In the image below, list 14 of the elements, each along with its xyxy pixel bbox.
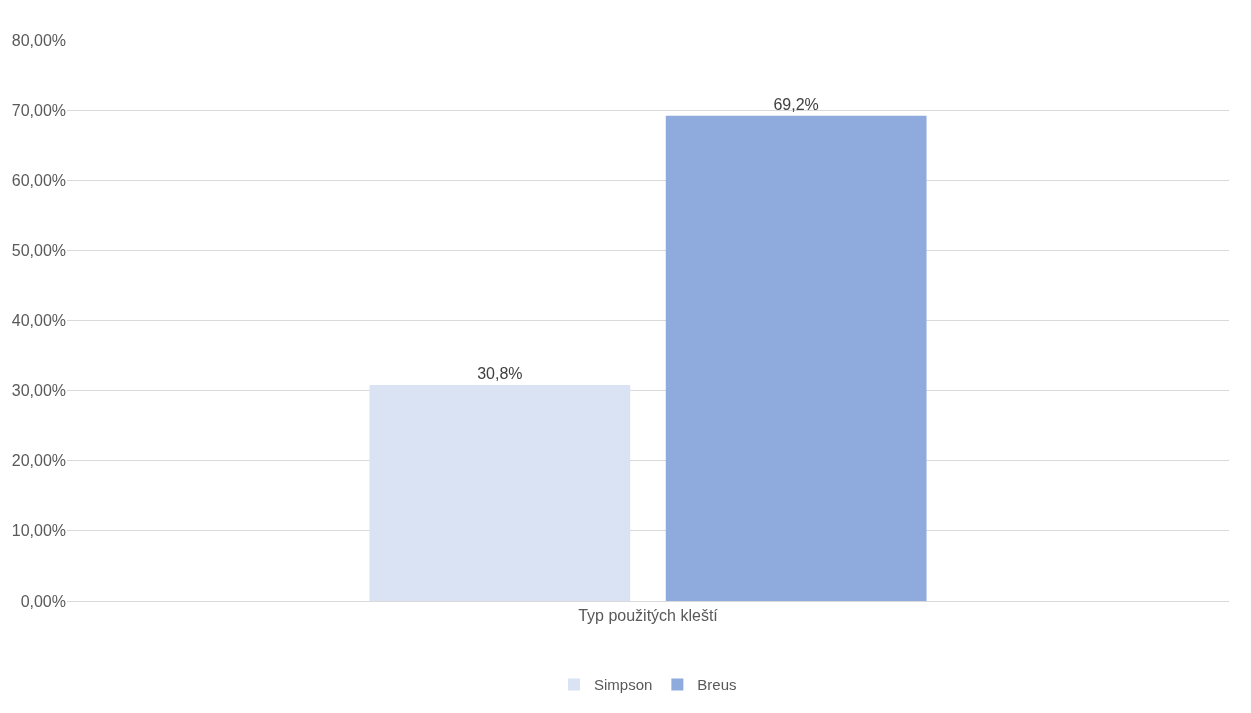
- legend-label: Breus: [697, 676, 737, 694]
- y-tick-label: 50,00%: [11, 241, 66, 259]
- y-tick-label: 60,00%: [11, 171, 66, 189]
- data-label: 30,8%: [477, 365, 523, 383]
- y-tick-label: 40,00%: [11, 312, 66, 330]
- legend-label: Simpson: [594, 676, 653, 694]
- y-tick-label: 30,00%: [11, 382, 66, 400]
- y-tick-label: 20,00%: [11, 452, 66, 470]
- y-tick-label: 70,00%: [11, 101, 66, 119]
- y-tick-label: 0,00%: [20, 592, 66, 610]
- x-tick-label: Typ použitých kleští: [578, 607, 719, 625]
- data-label: 69,2%: [773, 95, 819, 113]
- y-tick-label: 80,00%: [11, 31, 66, 49]
- y-tick-label: 10,00%: [11, 522, 66, 540]
